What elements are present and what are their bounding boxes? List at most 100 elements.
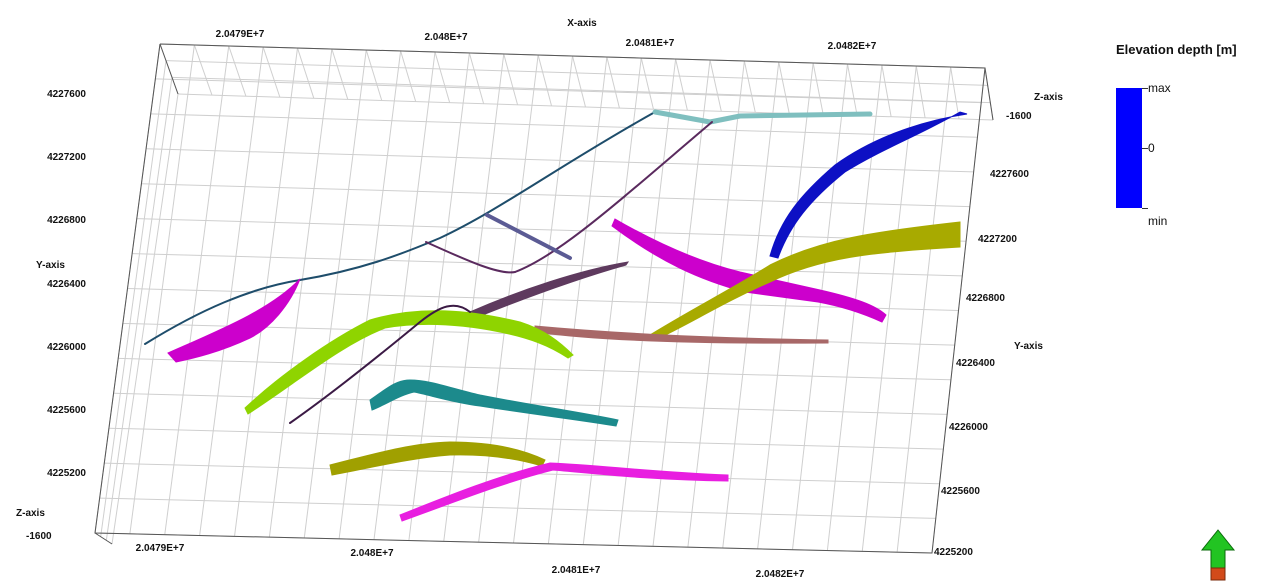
trace-band [769,111,968,259]
y-tick-left: 4225200 [47,468,86,479]
trace-line [514,121,713,273]
trace-layer [144,109,968,522]
legend-color-bar [1116,88,1142,208]
y-tick-left: 4227600 [47,89,86,100]
grid-line [778,61,790,114]
y-tick-left: 4227200 [47,152,86,163]
y-tick-left: 4225600 [47,405,86,416]
orientation-arrow-icon[interactable] [1198,528,1238,581]
grid-line [537,54,553,107]
y-tick-left: 4226400 [47,279,86,290]
grid-line [468,52,485,104]
grid-line [503,53,519,105]
trace-line [425,241,516,274]
x-tick-bottom: 2.048E+7 [350,548,394,559]
y-axis-title-left: Y-axis [36,260,65,271]
z-tick-right: -1600 [1006,111,1032,122]
grid-line [127,288,959,311]
color-legend: Elevation depth [m] max 0 min [1116,42,1264,232]
grid-line [640,57,654,110]
y-tick-right: 4226800 [966,293,1005,304]
grid-line [606,56,620,109]
grid-line [136,218,967,242]
trace-band [369,379,619,427]
x-axis-title: X-axis [567,18,597,29]
box-edge [94,43,986,554]
grid-line [228,45,247,97]
grid-line [105,77,173,541]
y-tick-right: 4227200 [978,234,1017,245]
x-tick-top: 2.0481E+7 [626,38,675,49]
trace-band [167,278,301,363]
x-tick-bottom: 2.0482E+7 [756,569,805,580]
grid-line [400,50,417,102]
y-tick-right: 4225200 [934,547,973,558]
legend-tick-min [1142,208,1148,209]
legend-label-max: max [1148,81,1171,95]
grid-line [847,63,858,116]
grid-line [743,60,756,113]
trace-line [485,213,572,260]
y-tick-left: 4226000 [47,342,86,353]
trace-line [144,111,656,345]
trace-line [289,304,471,424]
y-axis-title-right: Y-axis [1014,341,1043,352]
grid-line [100,60,167,537]
legend-tick-zero [1142,148,1148,149]
grid-line [141,183,970,208]
trace-band [399,462,729,522]
legend-title: Elevation depth [m] [1116,42,1237,57]
y-tick-right: 4226400 [956,358,995,369]
grid-line [99,497,936,519]
grid-line [111,93,179,545]
trace-band [244,310,574,415]
box-edge [159,43,179,95]
trace-band [534,325,829,344]
grid-line [675,58,688,111]
grid-line [331,48,349,100]
legend-tick-max [1142,88,1148,89]
label-layer: X-axis Y-axis Y-axis Z-axis Z-axis -1600… [16,18,1063,580]
y-tick-right: 4226000 [949,422,988,433]
trace-band [611,218,887,323]
legend-label-min: min [1148,214,1168,228]
z-tick-left: -1600 [26,531,52,542]
box-edge [984,67,994,121]
grid-line [108,427,944,450]
grid-line [118,357,951,381]
x-tick-bottom: 2.0479E+7 [136,543,185,554]
grid-line [881,64,892,117]
grid-line [434,51,451,103]
grid-line [812,62,824,115]
grid-line [297,47,315,99]
trace-line [652,109,873,125]
grid-line [262,46,281,98]
grid-line [193,44,213,96]
x-tick-bottom: 2.0481E+7 [552,565,601,576]
grid-line [709,59,722,112]
legend-label-zero: 0 [1148,141,1155,155]
grid-line [572,55,586,108]
grid-line [165,60,988,86]
z-axis-title-right: Z-axis [1034,92,1063,103]
y-tick-left: 4226800 [47,215,86,226]
x-tick-top: 2.048E+7 [424,32,468,43]
trace-band [329,441,546,476]
grid-line [132,253,963,277]
grid-line [171,76,991,104]
grid-line [365,49,383,101]
grid-layer [94,43,994,554]
z-axis-title-left: Z-axis [16,508,45,519]
grid-line [915,65,926,118]
grid-line [155,78,982,104]
trace-band [643,221,961,341]
x-tick-top: 2.0479E+7 [216,29,265,40]
grid-line [150,113,978,138]
y-tick-right: 4225600 [941,486,980,497]
x-tick-top: 2.0482E+7 [828,41,877,52]
trace-band [469,261,630,319]
y-tick-right: 4227600 [990,169,1029,180]
box-edge [94,532,113,545]
grid-line [950,66,960,119]
